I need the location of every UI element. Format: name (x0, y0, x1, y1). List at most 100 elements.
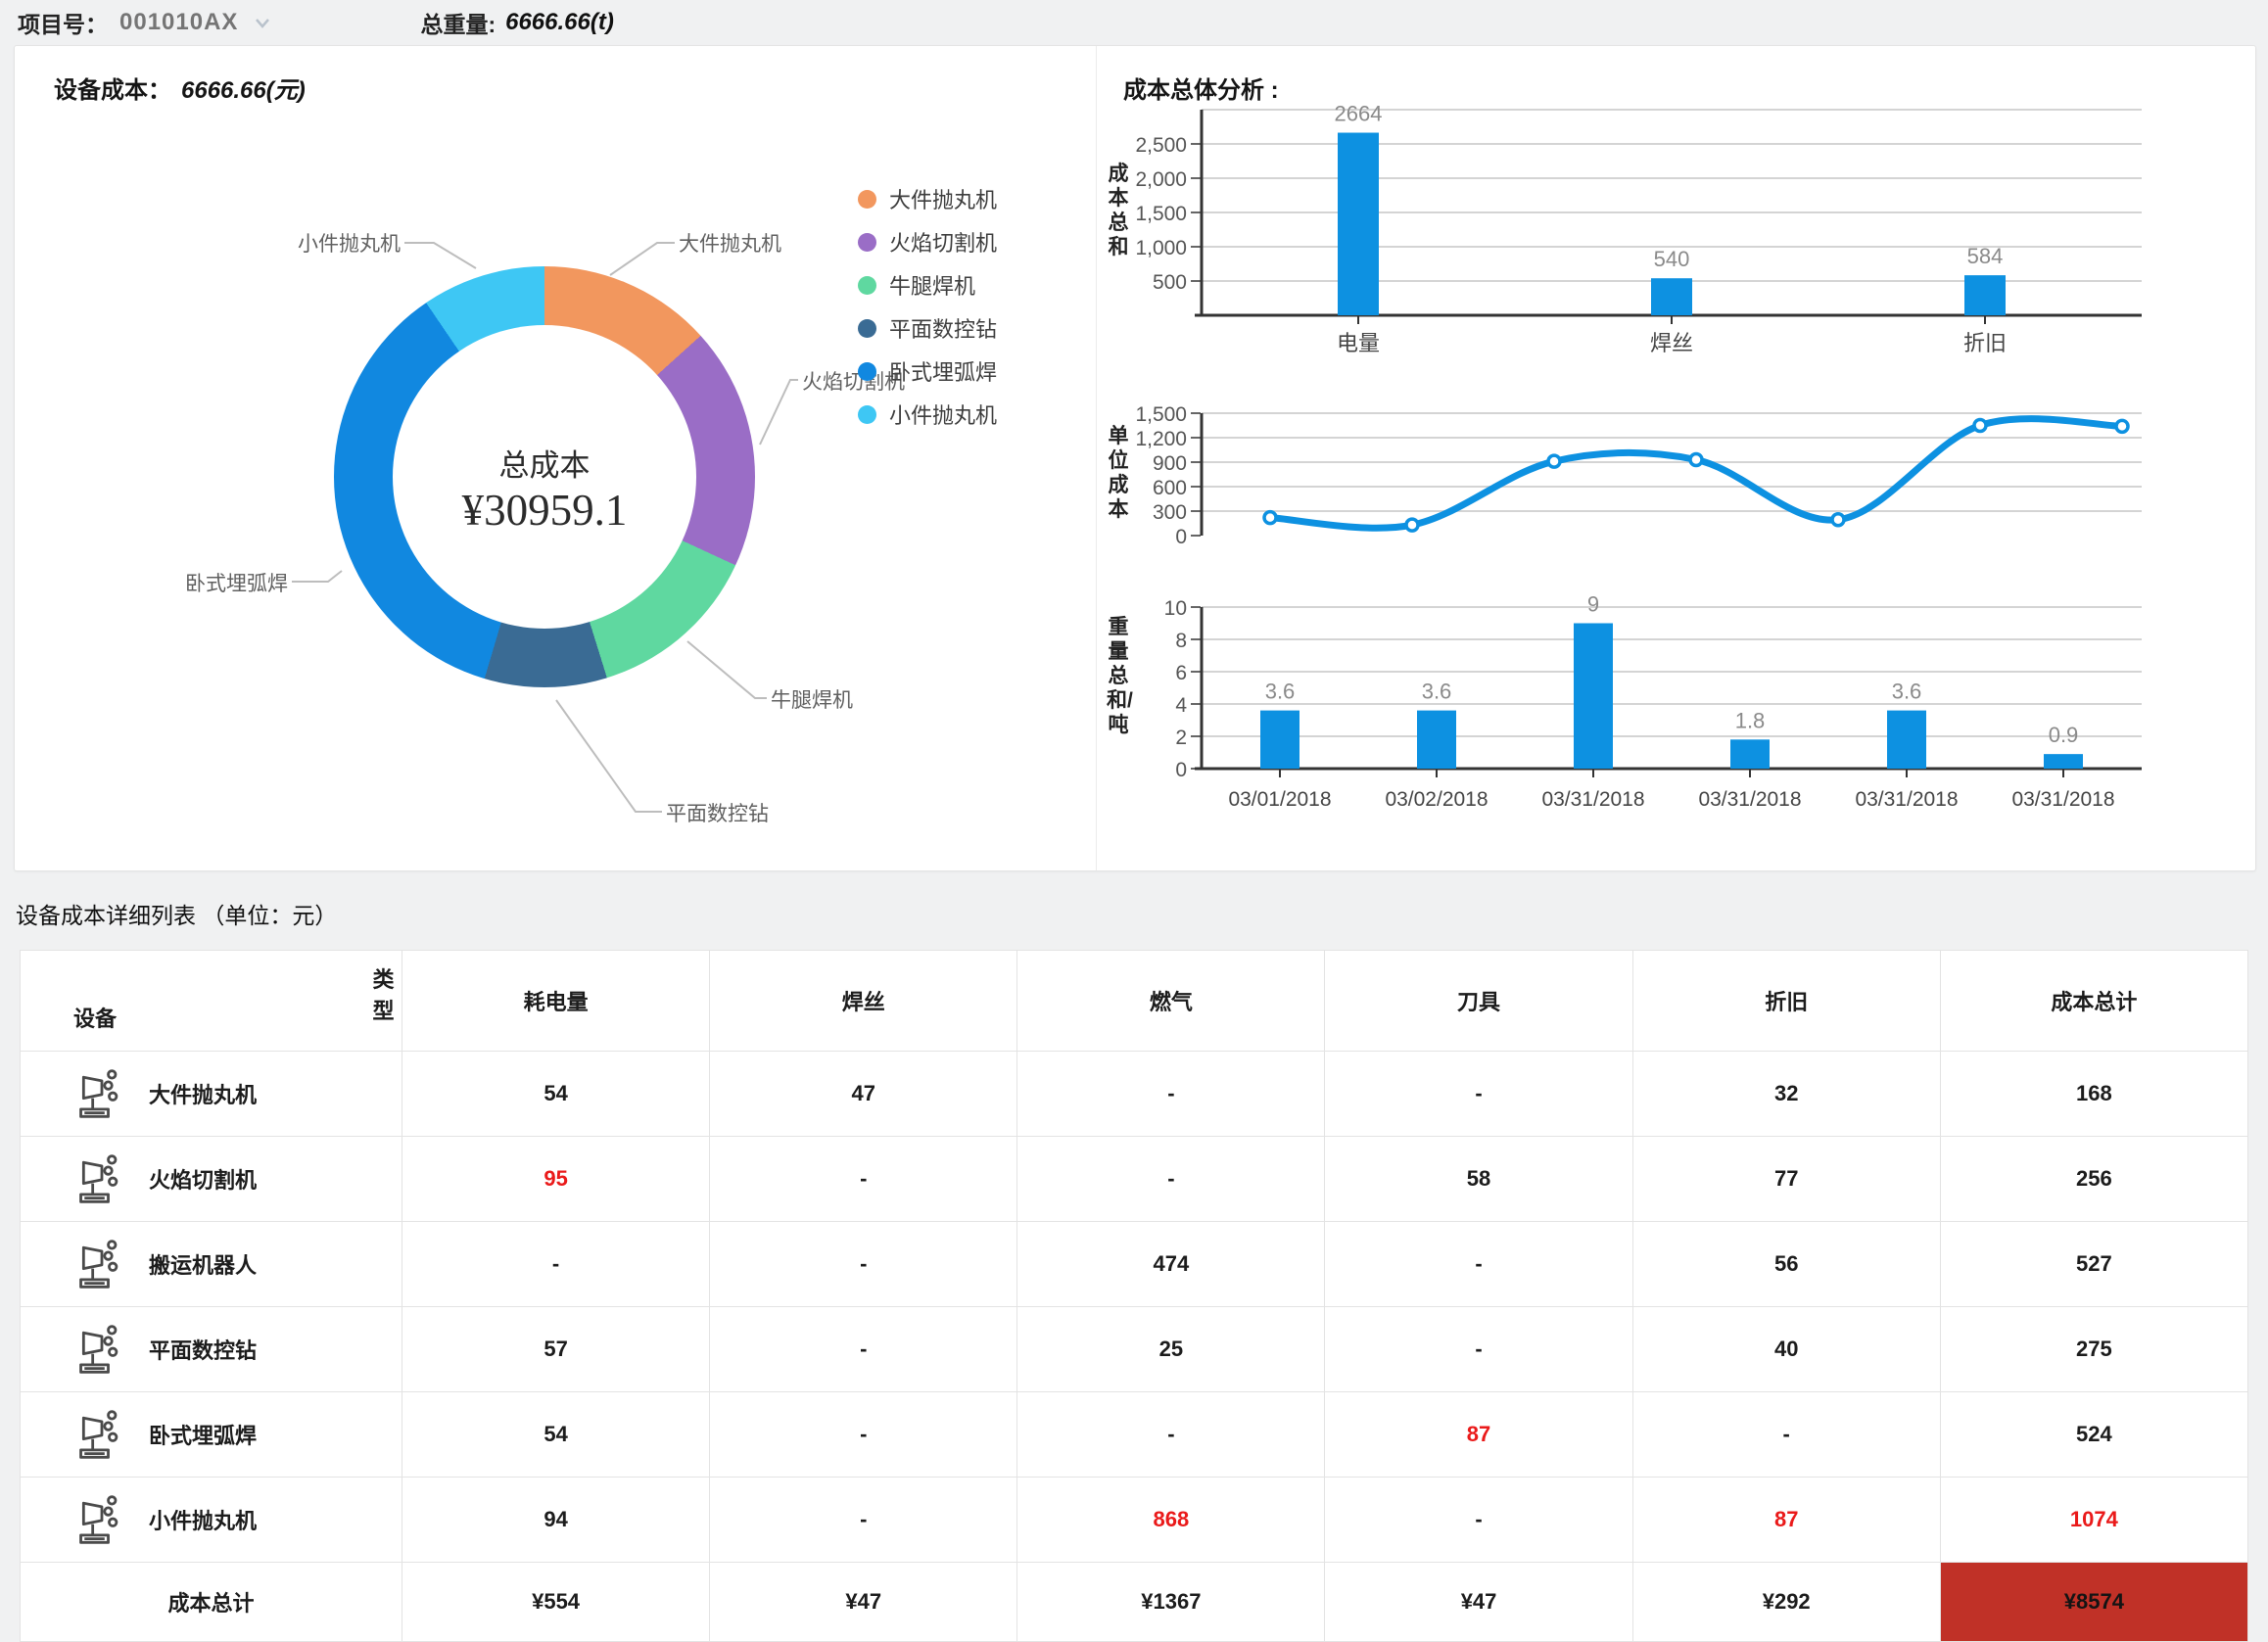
device-name: 卧式埋弧焊 (149, 1424, 258, 1448)
column-header: 成本总计 (1939, 950, 2249, 1052)
project-label: 项目号： (18, 12, 108, 37)
svg-text:540: 540 (1654, 247, 1690, 271)
bar-3 (1730, 739, 1770, 769)
svg-text:300: 300 (1153, 501, 1187, 524)
value-cell: 256 (1939, 1136, 2249, 1222)
total-cell: ¥47 (709, 1562, 1018, 1642)
value-cell: - (709, 1306, 1018, 1392)
axis-label-weight-total: 重量总和/吨 (1107, 616, 1133, 736)
legend-item-4[interactable]: 卧式埋弧焊 (858, 350, 997, 393)
svg-text:3.6: 3.6 (1265, 680, 1296, 704)
bar-5 (2044, 754, 2083, 769)
donut-segment-label: 卧式埋弧焊 (185, 573, 288, 595)
value-cell: - (709, 1391, 1018, 1478)
chevron-down-icon[interactable] (252, 12, 273, 33)
svg-text:0: 0 (1175, 526, 1187, 548)
value-cell: 54 (401, 1391, 711, 1478)
legend-item-2[interactable]: 牛腿焊机 (858, 263, 997, 306)
total-cell: ¥292 (1631, 1562, 1941, 1642)
value-cell: 275 (1939, 1306, 2249, 1392)
legend-dot (858, 275, 876, 295)
svg-text:2,000: 2,000 (1135, 168, 1187, 191)
value-cell: - (1324, 1477, 1633, 1563)
svg-text:4: 4 (1175, 694, 1187, 717)
table-row: 大件抛丸机 54 47- -32 168 (20, 1051, 2249, 1137)
svg-text:8: 8 (1175, 630, 1187, 652)
svg-text:1.8: 1.8 (1735, 708, 1766, 732)
value-cell: 54 (401, 1051, 711, 1137)
table-total-row: 成本总计 ¥554 ¥47 ¥1367 ¥47 ¥292 ¥8574 (20, 1562, 2249, 1642)
donut-segment-label: 牛腿焊机 (771, 689, 853, 712)
device-cell: 卧式埋弧焊 (20, 1391, 402, 1478)
value-cell: - (1324, 1051, 1633, 1137)
line-marker (1404, 517, 1420, 533)
device-cell: 平面数控钻 (20, 1306, 402, 1392)
device-cost-section: 设备成本： 6666.66(元) 总成本 ¥30959.1 大件抛丸机 火焰切割机牛… (15, 46, 1096, 870)
svg-text:2664: 2664 (1335, 102, 1383, 126)
legend-label: 火焰切割机 (889, 231, 998, 256)
value-cell: 40 (1631, 1306, 1941, 1392)
value-cell: 77 (1631, 1136, 1941, 1222)
value-cell: 527 (1939, 1221, 2249, 1307)
donut-legend: 大件抛丸机火焰切割机牛腿焊机平面数控钻卧式埋弧焊小件抛丸机 (858, 177, 997, 436)
legend-dot (858, 318, 876, 338)
value-cell: 32 (1631, 1051, 1941, 1137)
cost-analysis-title: 成本总体分析 : (1123, 77, 1279, 104)
value-cell: - (709, 1221, 1018, 1307)
legend-dot (858, 189, 876, 209)
legend-dot (858, 232, 876, 252)
bar-1 (1417, 710, 1456, 769)
column-header: 燃气 (1016, 950, 1326, 1052)
value-cell: - (1324, 1306, 1633, 1392)
value-cell: - (709, 1477, 1018, 1563)
svg-text:9: 9 (1587, 592, 1599, 617)
svg-text:03/31/2018: 03/31/2018 (1855, 788, 1958, 811)
legend-dot (858, 404, 876, 424)
grand-total-cell: ¥8574 (1939, 1562, 2249, 1642)
total-row-label: 成本总计 (20, 1562, 402, 1642)
value-cell: 524 (1939, 1391, 2249, 1478)
axis-label-cost-total: 成本总和 (1108, 163, 1129, 258)
value-cell: - (709, 1136, 1018, 1222)
legend-item-3[interactable]: 平面数控钻 (858, 306, 997, 350)
svg-text:1,500: 1,500 (1135, 403, 1187, 426)
line-marker (1688, 451, 1704, 468)
value-cell: 87 (1631, 1477, 1941, 1563)
legend-item-0[interactable]: 大件抛丸机 (858, 177, 997, 220)
svg-text:03/31/2018: 03/31/2018 (2011, 788, 2114, 811)
legend-label: 平面数控钻 (889, 317, 998, 342)
svg-text:03/01/2018: 03/01/2018 (1228, 788, 1331, 811)
value-cell: - (1016, 1051, 1326, 1137)
svg-text:2: 2 (1175, 727, 1187, 749)
donut-segment-label: 小件抛丸机 (298, 233, 401, 256)
project-select[interactable]: 001010AX (119, 9, 239, 35)
column-header: 刀具 (1324, 950, 1633, 1052)
cost-analysis-section: 成本总体分析 : 成本总和 单位成本 重量总和/吨 500 1,000 1,500 2… (1096, 46, 2255, 870)
value-cell: 56 (1631, 1221, 1941, 1307)
machine-icon (79, 1240, 118, 1289)
svg-text:900: 900 (1153, 452, 1187, 475)
total-cell: ¥1367 (1016, 1562, 1326, 1642)
legend-item-1[interactable]: 火焰切割机 (858, 220, 997, 263)
table-row: 小件抛丸机 94-868-87 1074 (20, 1477, 2249, 1563)
corner-header-type: 类型 (372, 967, 395, 1023)
bar-折旧 (1964, 275, 2006, 315)
weight-value: 6666.66(t) (505, 9, 614, 35)
svg-text:电量: 电量 (1337, 331, 1380, 355)
device-name: 小件抛丸机 (149, 1509, 258, 1533)
svg-text:03/31/2018: 03/31/2018 (1541, 788, 1644, 811)
svg-text:6: 6 (1175, 662, 1187, 684)
legend-item-5[interactable]: 小件抛丸机 (858, 393, 997, 436)
line-marker (1972, 417, 1988, 434)
weight-label: 总重量: (420, 12, 496, 37)
device-name: 大件抛丸机 (149, 1083, 258, 1107)
svg-text:03/02/2018: 03/02/2018 (1385, 788, 1488, 811)
overview-panel: 设备成本： 6666.66(元) 总成本 ¥30959.1 大件抛丸机 火焰切割机牛… (14, 45, 2256, 871)
line-marker (1546, 453, 1562, 469)
legend-dot (858, 361, 876, 381)
value-cell: 87 (1324, 1391, 1633, 1478)
legend-label: 卧式埋弧焊 (889, 360, 998, 385)
line-marker (1830, 512, 1846, 528)
legend-label: 小件抛丸机 (889, 403, 998, 428)
total-cell: ¥554 (401, 1562, 711, 1642)
